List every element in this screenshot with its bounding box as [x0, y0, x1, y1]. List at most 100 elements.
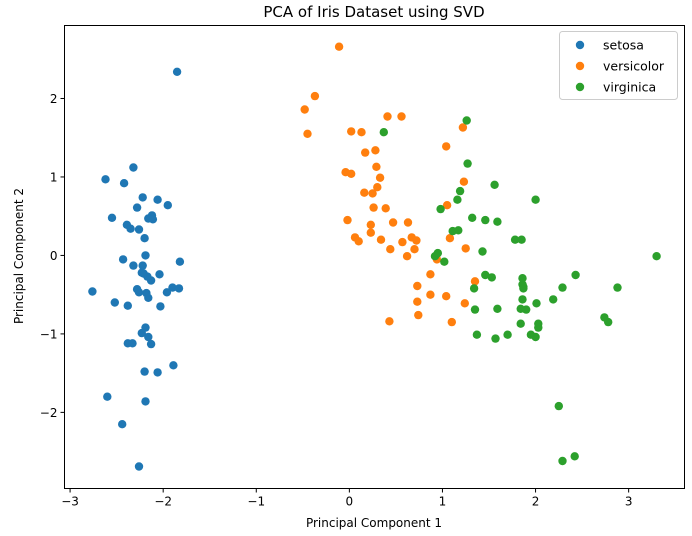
point-setosa-18 [175, 257, 185, 266]
legend-label-setosa: setosa [603, 38, 644, 53]
point-versicolor-4 [383, 112, 392, 121]
series-versicolor [300, 42, 480, 327]
point-virginica-39 [472, 330, 482, 339]
point-virginica-47 [558, 456, 567, 466]
point-versicolor-38 [402, 252, 412, 261]
point-setosa-3 [119, 179, 129, 188]
point-setosa-35 [156, 302, 165, 311]
point-versicolor-23 [343, 215, 352, 225]
point-virginica-18 [478, 247, 487, 256]
x-tick-label: −3 [61, 495, 79, 509]
point-setosa-37 [137, 328, 146, 338]
point-setosa-39 [146, 339, 156, 349]
point-versicolor-6 [347, 127, 356, 136]
point-setosa-29 [144, 293, 153, 302]
point-setosa-7 [163, 201, 172, 210]
point-virginica-9 [481, 215, 490, 225]
point-virginica-3 [490, 180, 499, 189]
point-versicolor-40 [470, 277, 480, 286]
y-axis-label: Principal Component 2 [12, 188, 26, 324]
y-tick-label: 1 [50, 170, 58, 184]
legend-items: setosa versicolor virginica [575, 38, 665, 95]
point-virginica-2 [463, 159, 472, 168]
point-setosa-2 [101, 175, 110, 184]
point-versicolor-22 [442, 201, 452, 210]
point-versicolor-39 [426, 270, 435, 279]
x-axis-ticks: −3 −2 −1 0 1 2 3 [61, 488, 633, 509]
point-setosa-1 [129, 163, 138, 172]
point-versicolor-30 [376, 235, 386, 244]
point-versicolor-35 [386, 245, 395, 254]
point-virginica-32 [470, 305, 480, 314]
point-virginica-25 [558, 283, 567, 292]
point-virginica-35 [522, 305, 531, 314]
point-setosa-16 [141, 251, 150, 260]
point-versicolor-1 [310, 91, 320, 101]
point-setosa-44 [169, 361, 178, 370]
point-versicolor-15 [375, 173, 385, 182]
point-setosa-27 [134, 288, 144, 297]
point-setosa-38 [144, 332, 153, 342]
point-virginica-27 [652, 252, 661, 261]
point-versicolor-26 [403, 218, 413, 227]
point-setosa-14 [134, 225, 144, 234]
point-versicolor-8 [458, 123, 468, 132]
legend-label-versicolor: versicolor [603, 59, 665, 74]
point-setosa-30 [168, 283, 177, 292]
point-versicolor-7 [357, 128, 366, 137]
x-tick-label: 3 [625, 495, 633, 509]
x-tick-label: −2 [154, 495, 172, 509]
legend-label-virginica: virginica [603, 80, 656, 95]
point-versicolor-3 [303, 129, 312, 138]
point-setosa-48 [134, 462, 144, 471]
point-virginica-38 [534, 323, 543, 332]
point-setosa-32 [174, 284, 184, 293]
y-axis-ticks: −2 −1 0 1 2 [40, 92, 65, 420]
point-versicolor-33 [398, 237, 407, 247]
y-tick-label: −2 [40, 406, 58, 420]
point-virginica-33 [493, 304, 502, 313]
point-versicolor-37 [461, 244, 470, 253]
point-virginica-16 [433, 248, 442, 258]
point-versicolor-17 [373, 183, 382, 192]
point-versicolor-12 [372, 162, 381, 171]
point-setosa-11 [148, 215, 158, 224]
point-virginica-6 [531, 195, 540, 204]
point-versicolor-10 [371, 146, 380, 155]
y-tick-label: −1 [40, 327, 58, 341]
point-virginica-45 [604, 317, 613, 327]
x-tick-label: 1 [439, 495, 447, 509]
point-setosa-17 [118, 255, 128, 264]
point-virginica-21 [518, 274, 527, 283]
legend-marker-setosa [575, 40, 585, 50]
point-virginica-1 [462, 116, 471, 125]
point-setosa-34 [123, 301, 132, 310]
point-virginica-4 [455, 186, 465, 196]
point-versicolor-29 [354, 237, 363, 246]
point-versicolor-42 [426, 290, 435, 299]
point-virginica-41 [491, 334, 500, 343]
point-setosa-15 [140, 234, 149, 243]
point-virginica-31 [532, 299, 541, 308]
point-versicolor-34 [445, 234, 455, 243]
point-versicolor-45 [460, 299, 469, 308]
point-virginica-0 [379, 128, 388, 137]
point-virginica-29 [518, 295, 527, 304]
point-versicolor-24 [366, 220, 375, 229]
point-versicolor-32 [412, 236, 421, 245]
point-virginica-28 [469, 284, 479, 293]
point-versicolor-16 [459, 177, 469, 186]
point-versicolor-14 [347, 169, 356, 178]
point-versicolor-18 [360, 188, 369, 197]
point-setosa-20 [138, 261, 147, 270]
point-versicolor-46 [414, 310, 423, 320]
point-setosa-33 [110, 298, 120, 307]
point-virginica-40 [503, 330, 512, 339]
point-setosa-19 [129, 261, 138, 270]
point-versicolor-27 [366, 228, 375, 237]
point-virginica-46 [554, 401, 563, 411]
point-virginica-43 [531, 332, 540, 342]
point-versicolor-41 [413, 281, 422, 291]
point-setosa-25 [88, 287, 97, 296]
